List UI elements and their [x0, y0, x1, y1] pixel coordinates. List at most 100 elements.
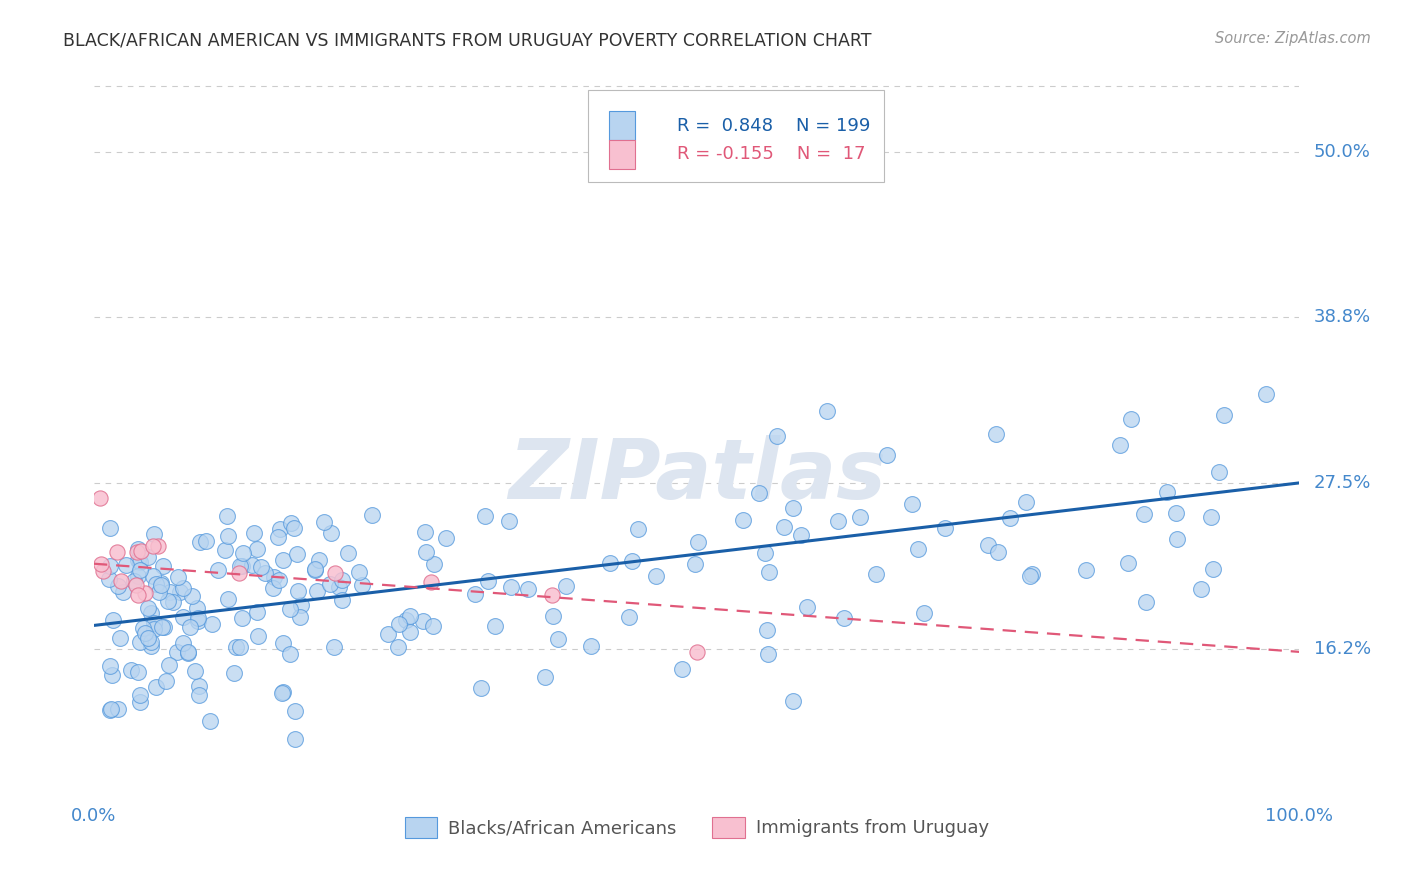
- Point: [145, 576, 167, 591]
- Point: [782, 694, 804, 708]
- Point: [134, 626, 156, 640]
- Point: [143, 622, 166, 636]
- Point: [148, 539, 170, 553]
- Point: [246, 605, 269, 619]
- Point: [290, 598, 312, 612]
- Bar: [609, 139, 636, 169]
- Point: [254, 566, 277, 581]
- Point: [228, 640, 250, 654]
- Point: [360, 508, 382, 523]
- Point: [420, 575, 443, 590]
- Point: [849, 509, 872, 524]
- Point: [876, 448, 898, 462]
- Point: [626, 523, 648, 537]
- Point: [304, 563, 326, 577]
- Text: 50.0%: 50.0%: [1315, 144, 1371, 161]
- Point: [231, 611, 253, 625]
- Point: [287, 583, 309, 598]
- Point: [150, 620, 173, 634]
- Point: [98, 521, 121, 535]
- Point: [232, 546, 254, 560]
- Point: [533, 670, 555, 684]
- Point: [267, 573, 290, 587]
- Point: [267, 530, 290, 544]
- Point: [617, 610, 640, 624]
- Point: [187, 610, 209, 624]
- Point: [162, 595, 184, 609]
- Point: [149, 576, 172, 591]
- Point: [156, 593, 179, 607]
- Point: [98, 659, 121, 673]
- Point: [1019, 569, 1042, 583]
- Point: [263, 570, 285, 584]
- Point: [1133, 507, 1156, 521]
- Point: [395, 613, 418, 627]
- Point: [271, 636, 294, 650]
- Bar: [609, 111, 636, 140]
- Point: [283, 521, 305, 535]
- Point: [166, 645, 188, 659]
- Point: [307, 584, 329, 599]
- Point: [865, 567, 887, 582]
- Point: [415, 545, 437, 559]
- Point: [115, 558, 138, 572]
- Point: [214, 542, 236, 557]
- Point: [273, 553, 295, 567]
- FancyBboxPatch shape: [588, 90, 883, 182]
- Point: [89, 491, 111, 505]
- Point: [142, 568, 165, 582]
- Point: [207, 563, 229, 577]
- Point: [100, 702, 122, 716]
- Point: [217, 529, 239, 543]
- Point: [172, 581, 194, 595]
- Legend: Blacks/African Americans, Immigrants from Uruguay: Blacks/African Americans, Immigrants fro…: [398, 810, 995, 845]
- Point: [150, 578, 173, 592]
- Point: [167, 569, 190, 583]
- Point: [228, 566, 250, 581]
- Point: [541, 588, 564, 602]
- Point: [141, 606, 163, 620]
- Point: [398, 609, 420, 624]
- Point: [107, 702, 129, 716]
- Point: [169, 584, 191, 599]
- Point: [422, 619, 444, 633]
- Point: [308, 553, 330, 567]
- Point: [644, 569, 666, 583]
- Point: [284, 704, 307, 718]
- Point: [112, 584, 135, 599]
- Point: [1189, 582, 1212, 596]
- Point: [217, 592, 239, 607]
- Text: R =  0.848    N = 199: R = 0.848 N = 199: [678, 117, 870, 135]
- Point: [136, 632, 159, 646]
- Point: [101, 613, 124, 627]
- Point: [139, 635, 162, 649]
- Point: [172, 636, 194, 650]
- Point: [125, 578, 148, 592]
- Point: [756, 647, 779, 661]
- Point: [172, 610, 194, 624]
- Point: [547, 632, 569, 646]
- Point: [337, 546, 360, 560]
- Point: [599, 556, 621, 570]
- Point: [285, 547, 308, 561]
- Point: [683, 557, 706, 571]
- Point: [195, 534, 218, 549]
- Point: [127, 542, 149, 557]
- Point: [304, 562, 326, 576]
- Point: [758, 566, 780, 580]
- Point: [127, 588, 149, 602]
- Point: [501, 580, 523, 594]
- Point: [517, 582, 540, 596]
- Text: R = -0.155    N =  17: R = -0.155 N = 17: [678, 145, 866, 163]
- Point: [134, 585, 156, 599]
- Point: [152, 558, 174, 573]
- Point: [280, 516, 302, 530]
- Point: [188, 688, 211, 702]
- Point: [110, 574, 132, 588]
- Point: [127, 545, 149, 559]
- Point: [1156, 485, 1178, 500]
- Point: [1202, 562, 1225, 576]
- Point: [159, 584, 181, 599]
- Point: [284, 731, 307, 746]
- Point: [225, 640, 247, 655]
